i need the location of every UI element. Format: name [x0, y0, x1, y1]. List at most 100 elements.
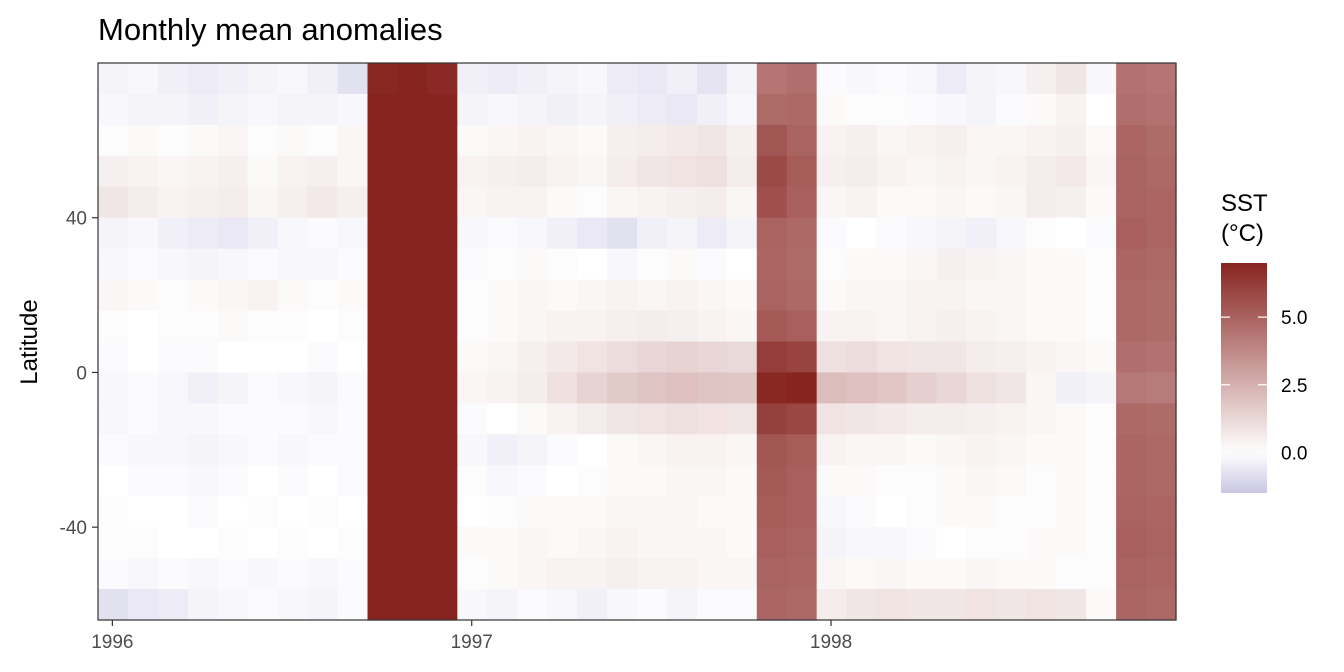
heatmap-cell [367, 217, 399, 250]
heatmap-cell [966, 186, 997, 219]
heatmap-cell [876, 217, 908, 250]
heatmap-cell [427, 63, 458, 95]
heatmap-cell [696, 93, 728, 126]
heatmap-cell [726, 403, 758, 435]
heatmap-cell [98, 465, 129, 497]
heatmap-cell [397, 93, 428, 126]
heatmap-cell [517, 341, 548, 374]
heatmap-cell [637, 496, 668, 528]
heatmap-cell [217, 589, 249, 621]
heatmap-cell [816, 93, 848, 126]
heatmap-cell [127, 496, 159, 528]
heatmap-cell [637, 217, 668, 250]
heatmap-cell [277, 341, 309, 374]
heatmap-cell [127, 186, 159, 219]
heatmap-cell [517, 589, 548, 621]
heatmap-cell [127, 372, 159, 404]
heatmap-cell [187, 124, 219, 157]
heatmap-cell [337, 217, 369, 250]
heatmap-cell [966, 310, 997, 343]
heatmap-cell [876, 372, 908, 404]
heatmap-cell [726, 279, 758, 312]
heatmap-cell [1116, 155, 1147, 188]
heatmap-cell [816, 217, 848, 250]
heatmap-cell [637, 93, 668, 126]
heatmap-cell [966, 93, 997, 126]
heatmap-cell [1026, 186, 1057, 219]
heatmap-cell [996, 403, 1027, 435]
heatmap-cell [846, 248, 878, 281]
heatmap-cell [517, 279, 548, 312]
heatmap-cell [1026, 248, 1057, 281]
heatmap-cell [247, 372, 279, 404]
heatmap-cell [307, 372, 339, 404]
heatmap-cell [816, 341, 848, 374]
heatmap-cell [457, 465, 488, 497]
heatmap-cell [876, 155, 908, 188]
heatmap-cell [876, 434, 908, 466]
heatmap-cell [397, 434, 428, 466]
heatmap-cell [966, 155, 997, 188]
heatmap-cell [547, 63, 578, 95]
heatmap-cell [726, 217, 758, 250]
heatmap-cell [217, 93, 249, 126]
heatmap-cell [786, 465, 818, 497]
heatmap-cell [936, 186, 967, 219]
heatmap-cell [1056, 465, 1087, 497]
heatmap-cell [367, 434, 399, 466]
heatmap-cell [726, 434, 758, 466]
heatmap-cell [637, 248, 668, 281]
heatmap-cell [906, 93, 938, 126]
heatmap-cell [756, 217, 788, 250]
heatmap-cell [786, 124, 818, 157]
heatmap-cell [457, 186, 488, 219]
heatmap-cell [936, 496, 967, 528]
heatmap-cell [786, 434, 818, 466]
heatmap-cell [996, 434, 1027, 466]
heatmap-cell [577, 372, 608, 404]
heatmap-cell [127, 155, 159, 188]
heatmap-cell [816, 434, 848, 466]
heatmap-cell [666, 186, 698, 219]
heatmap-cell [517, 124, 548, 157]
heatmap-cell [98, 403, 129, 435]
heatmap-cell [1026, 341, 1057, 374]
heatmap-cell [1086, 465, 1117, 497]
heatmap-cell [816, 527, 848, 559]
heatmap-cell [1116, 93, 1147, 126]
heatmap-cell [98, 496, 129, 528]
heatmap-cell [666, 63, 698, 95]
heatmap-cell [247, 155, 279, 188]
heatmap-cell [217, 217, 249, 250]
heatmap-cell [98, 124, 129, 157]
heatmap-cell [577, 310, 608, 343]
heatmap-cell [307, 248, 339, 281]
heatmap-cell [277, 124, 309, 157]
heatmap-cell [427, 279, 458, 312]
heatmap-cell [457, 496, 488, 528]
heatmap-cell [337, 310, 369, 343]
heatmap-cell [607, 155, 638, 188]
heatmap-cell [936, 434, 967, 466]
heatmap-cell [397, 589, 428, 621]
heatmap-cell [1146, 465, 1177, 497]
heatmap-cell [547, 279, 578, 312]
heatmap-cell [517, 434, 548, 466]
heatmap-cell [547, 310, 578, 343]
heatmap-cell [1116, 63, 1147, 95]
heatmap-cell [1026, 372, 1057, 404]
heatmap-cell [1116, 465, 1147, 497]
heatmap-cell [846, 63, 878, 95]
heatmap-cell [367, 124, 399, 157]
heatmap-cell [307, 217, 339, 250]
heatmap-cell [816, 372, 848, 404]
heatmap-cell [1056, 589, 1087, 621]
heatmap-cell [157, 527, 189, 559]
heatmap-cell [277, 372, 309, 404]
heatmap-cell [127, 434, 159, 466]
heatmap-cell [187, 248, 219, 281]
heatmap-cell [487, 279, 518, 312]
heatmap-cell [157, 558, 189, 590]
heatmap-cell [637, 155, 668, 188]
heatmap-cell [906, 248, 938, 281]
